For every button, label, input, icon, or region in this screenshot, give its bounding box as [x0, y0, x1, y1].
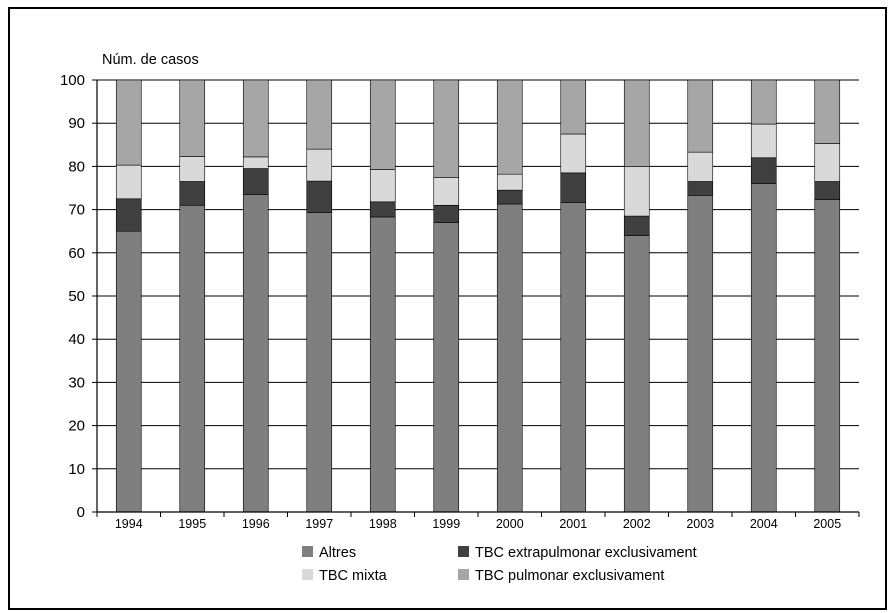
bar-segment-tbc-extrapulmonar-exclusivament-1999 — [433, 204, 460, 223]
x-tick-label: 1996 — [242, 517, 270, 531]
bar-segment-altres-1997 — [306, 212, 333, 513]
legend-item: TBC extrapulmonar exclusivament — [458, 545, 697, 561]
y-tick-label: 40 — [68, 331, 85, 348]
bar-segment-tbc-extrapulmonar-exclusivament-1996 — [242, 168, 269, 195]
bar-segment-altres-2004 — [750, 183, 777, 513]
bar-segment-tbc-mixta-1999 — [433, 177, 460, 206]
x-tick-label: 2001 — [559, 517, 587, 531]
bar-segment-tbc-extrapulmonar-exclusivament-1998 — [369, 201, 396, 218]
bar-segment-tbc-pulmonar-exclusivament-2005 — [814, 79, 841, 144]
bar-segment-tbc-pulmonar-exclusivament-1997 — [306, 79, 333, 150]
bar-segment-tbc-pulmonar-exclusivament-1996 — [242, 79, 269, 158]
bar-segment-altres-1998 — [369, 216, 396, 513]
bar-segment-tbc-extrapulmonar-exclusivament-2002 — [623, 215, 650, 236]
bar-segment-altres-1995 — [179, 204, 206, 513]
bar-segment-tbc-extrapulmonar-exclusivament-1994 — [115, 198, 142, 232]
bar-segment-tbc-mixta-1995 — [179, 156, 206, 182]
x-tick-label: 1995 — [178, 517, 206, 531]
y-tick-label: 0 — [77, 504, 85, 521]
y-tick-label: 90 — [68, 115, 85, 132]
legend-label: TBC extrapulmonar exclusivament — [475, 545, 697, 561]
bar-segment-tbc-mixta-2005 — [814, 143, 841, 182]
bar-segment-altres-1994 — [115, 230, 142, 513]
bars — [115, 79, 841, 513]
legend-item: TBC pulmonar exclusivament — [458, 568, 664, 584]
bar-segment-tbc-pulmonar-exclusivament-1994 — [115, 79, 142, 166]
legend-label: TBC mixta — [319, 568, 388, 584]
bar-segment-tbc-mixta-2003 — [687, 151, 714, 182]
legend-label: Altres — [319, 545, 356, 561]
bar-segment-tbc-pulmonar-exclusivament-2000 — [496, 79, 523, 175]
y-tick-label: 20 — [68, 418, 85, 435]
bar-segment-altres-1999 — [433, 222, 460, 513]
x-tick-label: 2003 — [686, 517, 714, 531]
x-tick-label: 2002 — [623, 517, 651, 531]
y-tick-label: 10 — [68, 461, 85, 478]
legend-swatch — [458, 546, 469, 557]
bar-segment-tbc-extrapulmonar-exclusivament-1997 — [306, 180, 333, 213]
bar-segment-tbc-pulmonar-exclusivament-2004 — [750, 79, 777, 125]
bar-segment-tbc-pulmonar-exclusivament-2002 — [623, 79, 650, 167]
bar-segment-tbc-pulmonar-exclusivament-2001 — [560, 79, 587, 135]
bar-segment-tbc-extrapulmonar-exclusivament-2003 — [687, 181, 714, 196]
legend-label: TBC pulmonar exclusivament — [475, 568, 664, 584]
bar-segment-tbc-extrapulmonar-exclusivament-2005 — [814, 181, 841, 200]
gridlines — [97, 79, 859, 470]
bar-segment-tbc-pulmonar-exclusivament-1995 — [179, 79, 206, 157]
bar-segment-tbc-extrapulmonar-exclusivament-2000 — [496, 189, 523, 205]
x-tick-label: 1998 — [369, 517, 397, 531]
bar-segment-tbc-extrapulmonar-exclusivament-2004 — [750, 157, 777, 184]
x-tick-label: 1994 — [115, 517, 143, 531]
y-tick-label: 50 — [68, 288, 85, 305]
x-tick-label: 2000 — [496, 517, 524, 531]
legend-swatch — [302, 546, 313, 557]
legend-swatch — [302, 569, 313, 580]
legend-swatch — [458, 569, 469, 580]
bar-segment-altres-2002 — [623, 235, 650, 513]
legend: Altres TBC extrapulmonar exclusivament TBC… — [302, 545, 697, 584]
axes: 0 10 20 30 40 50 60 70 80 90 100 1994 1995 1996 1997 19… — [60, 72, 860, 531]
bar-segment-altres-2001 — [560, 202, 587, 513]
y-tick-label: 100 — [60, 72, 85, 89]
y-tick-label: 80 — [68, 158, 85, 175]
bar-segment-tbc-mixta-2004 — [750, 123, 777, 159]
bar-segment-tbc-extrapulmonar-exclusivament-2001 — [560, 172, 587, 203]
bar-segment-tbc-mixta-1997 — [306, 148, 333, 182]
x-tick-label: 1997 — [305, 517, 333, 531]
bar-segment-tbc-extrapulmonar-exclusivament-1995 — [179, 181, 206, 206]
x-tick-label: 2004 — [750, 517, 778, 531]
y-tick-label: 70 — [68, 202, 85, 219]
bar-segment-altres-2000 — [496, 203, 523, 513]
bar-segment-altres-2005 — [814, 199, 841, 513]
bar-segment-tbc-mixta-1996 — [242, 156, 269, 169]
x-tick-label: 2005 — [813, 517, 841, 531]
bar-segment-tbc-mixta-1998 — [369, 169, 396, 203]
bar-segment-tbc-pulmonar-exclusivament-1999 — [433, 79, 460, 178]
bar-segment-tbc-mixta-1994 — [115, 164, 142, 200]
bar-segment-tbc-pulmonar-exclusivament-2003 — [687, 79, 714, 153]
x-tick-label: 1999 — [432, 517, 460, 531]
bar-segment-altres-2003 — [687, 195, 714, 513]
legend-item: TBC mixta — [302, 568, 388, 584]
bar-segment-altres-1996 — [242, 194, 269, 513]
y-axis-title: Núm. de casos — [102, 52, 199, 68]
y-tick-label: 30 — [68, 374, 85, 391]
y-tick-label: 60 — [68, 245, 85, 262]
bar-segment-tbc-mixta-2002 — [623, 166, 650, 217]
legend-item: Altres — [302, 545, 356, 561]
bar-segment-tbc-mixta-2000 — [496, 173, 523, 191]
bar-segment-tbc-mixta-2001 — [560, 133, 587, 174]
bar-segment-tbc-pulmonar-exclusivament-1998 — [369, 79, 396, 170]
